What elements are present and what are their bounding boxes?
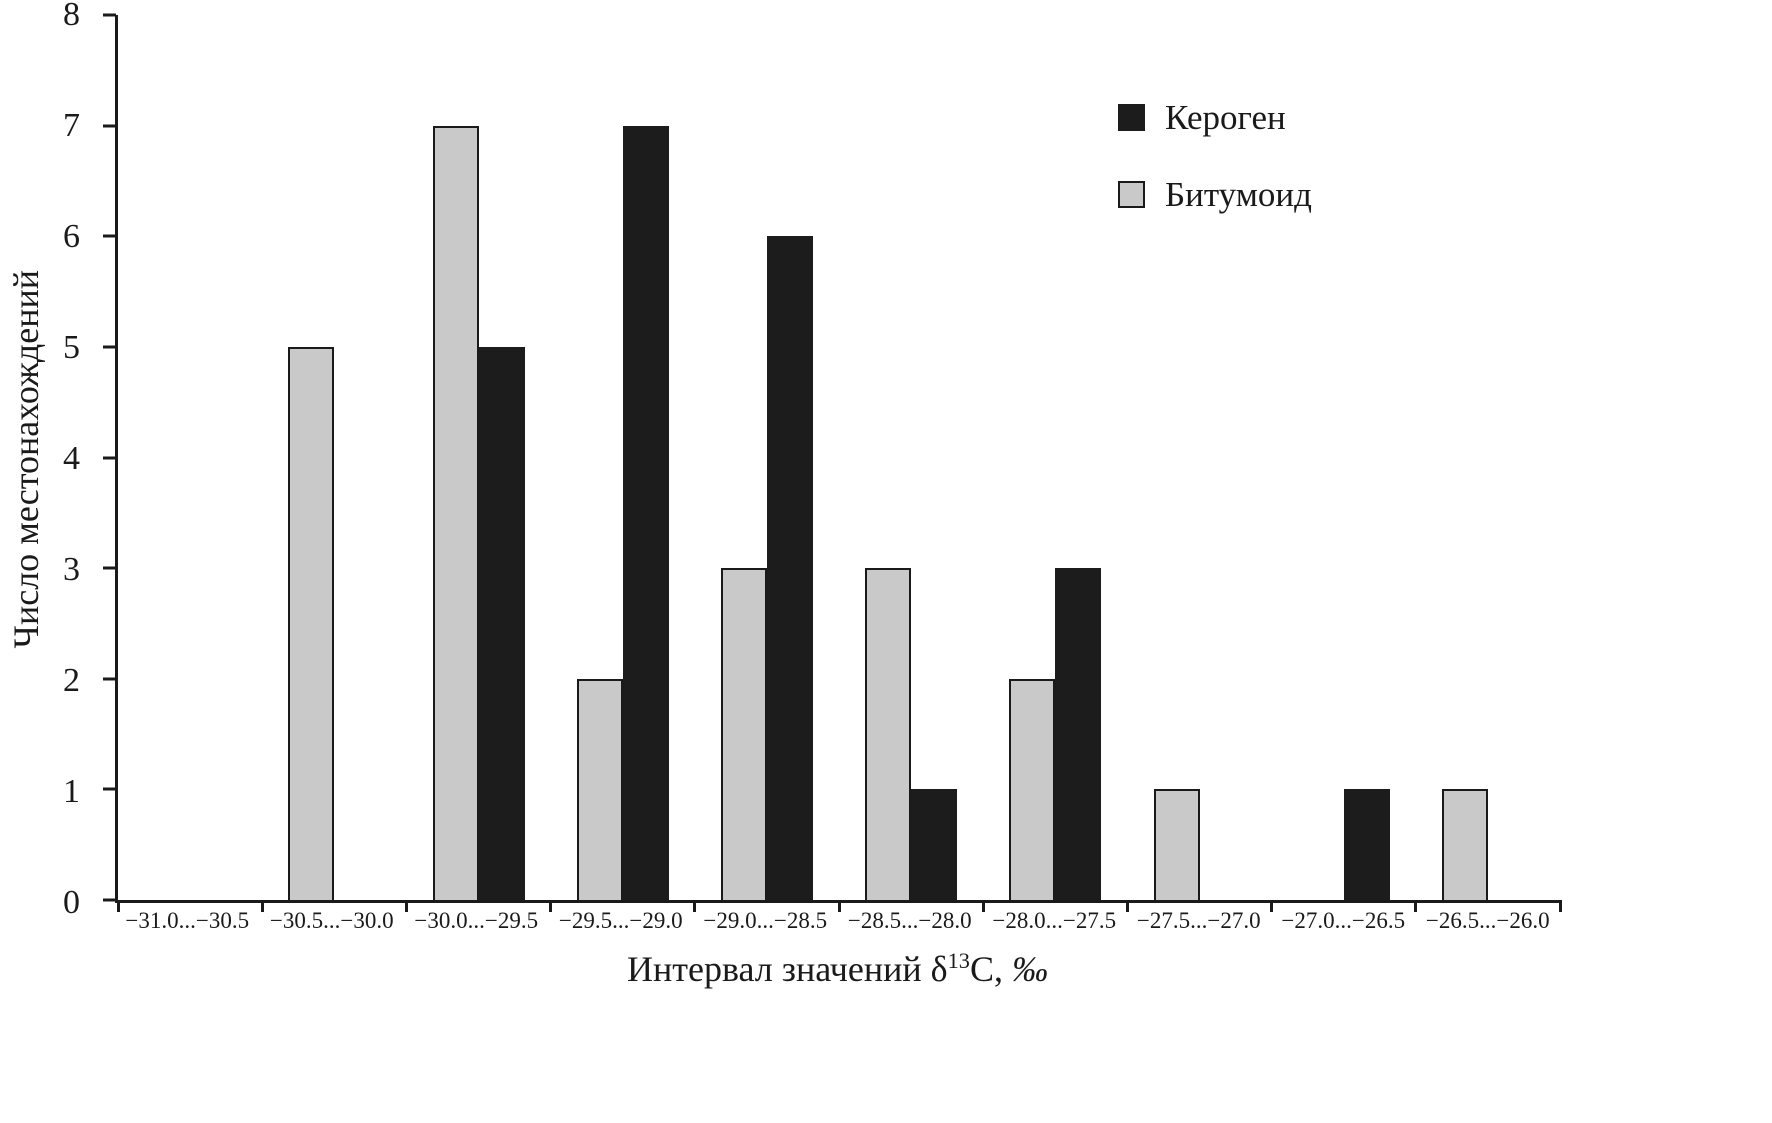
bar-Битумоид-1 bbox=[288, 346, 335, 900]
y-tick-mark bbox=[103, 456, 116, 459]
legend: Кероген Битумоид bbox=[1118, 100, 1312, 212]
bar-group bbox=[983, 15, 1127, 900]
y-tick-mark bbox=[103, 13, 116, 17]
x-tick-mark bbox=[260, 900, 264, 912]
bar-Кероген-5 bbox=[911, 789, 958, 900]
y-axis-tick-labels: 0 1 2 3 4 5 6 7 8 bbox=[0, 0, 105, 920]
legend-item-kerogen: Кероген bbox=[1118, 100, 1312, 135]
x-axis-tick-labels: −31.0...−30.5 −30.5...−30.0 −30.0...−29.5−… bbox=[115, 908, 1560, 934]
y-tick-label: 8 bbox=[63, 0, 80, 33]
y-tick-label: 3 bbox=[63, 551, 80, 588]
y-tick-label: 4 bbox=[63, 440, 80, 477]
y-tick-label: 7 bbox=[63, 107, 80, 144]
y-tick-mark bbox=[103, 124, 116, 128]
bar-Битумоид-9 bbox=[1441, 789, 1488, 900]
bitumoid-swatch-icon bbox=[1118, 181, 1145, 208]
x-tick-mark bbox=[1414, 900, 1418, 912]
bar-group bbox=[1416, 15, 1560, 900]
bar-group bbox=[1127, 15, 1271, 900]
bar-Кероген-8 bbox=[1343, 789, 1390, 900]
bar-group bbox=[262, 15, 406, 900]
bar-Кероген-2 bbox=[478, 346, 525, 900]
bar-Битумоид-5 bbox=[865, 568, 912, 900]
permille-symbol: ‰ bbox=[1011, 949, 1048, 989]
bar-group bbox=[839, 15, 983, 900]
x-tick-label: −30.5...−30.0 bbox=[269, 908, 394, 933]
x-axis-title-c: C, bbox=[969, 949, 1012, 989]
y-tick-label: 5 bbox=[63, 329, 80, 366]
x-tick-mark bbox=[404, 900, 408, 912]
bar-Кероген-4 bbox=[766, 236, 813, 900]
y-tick-label: 0 bbox=[63, 884, 80, 921]
bar-group bbox=[695, 15, 839, 900]
x-tick-label: −30.0...−29.5 bbox=[414, 908, 539, 933]
x-tick-mark bbox=[1270, 900, 1274, 912]
legend-item-bitumoid: Битумоид bbox=[1118, 177, 1312, 212]
x-axis-title: Интервал значений δ13C, ‰ bbox=[115, 948, 1560, 990]
x-axis-title-text: Интервал значений δ bbox=[627, 949, 948, 989]
x-tick-label: −28.0...−27.5 bbox=[992, 908, 1117, 933]
bar-Битумоид-2 bbox=[432, 125, 479, 900]
bar-Битумоид-3 bbox=[576, 678, 623, 900]
bar-group bbox=[1272, 15, 1416, 900]
x-tick-label: −27.0...−26.5 bbox=[1281, 908, 1406, 933]
x-tick-mark bbox=[1125, 900, 1129, 912]
kerogen-swatch-icon bbox=[1118, 104, 1145, 131]
categories bbox=[118, 15, 1560, 900]
bar-group bbox=[118, 15, 262, 900]
plot-area: Кероген Битумоид bbox=[103, 13, 1562, 912]
bar-Битумоид-6 bbox=[1009, 678, 1056, 900]
x-tick-label: −31.0...−30.5 bbox=[125, 908, 250, 933]
x-tick-label: −28.5...−28.0 bbox=[847, 908, 972, 933]
x-tick-label: −27.5...−27.0 bbox=[1136, 908, 1261, 933]
y-tick-mark bbox=[103, 566, 116, 570]
x-tick-label: −29.5...−29.0 bbox=[558, 908, 683, 933]
legend-label-kerogen: Кероген bbox=[1165, 98, 1286, 137]
y-tick-label: 1 bbox=[63, 773, 80, 810]
y-tick-label: 2 bbox=[63, 662, 80, 699]
x-tick-label: −26.5...−26.0 bbox=[1425, 908, 1550, 933]
y-tick-mark bbox=[103, 345, 116, 349]
x-tick-label: −29.0...−28.5 bbox=[703, 908, 828, 933]
y-tick-mark bbox=[103, 787, 116, 791]
bar-Кероген-3 bbox=[622, 125, 669, 900]
bar-Кероген-6 bbox=[1055, 568, 1102, 900]
y-tick-label: 6 bbox=[63, 218, 80, 255]
y-tick-mark bbox=[103, 677, 116, 681]
bar-group bbox=[406, 15, 550, 900]
x-tick-mark bbox=[549, 900, 553, 912]
bar-Битумоид-7 bbox=[1153, 789, 1200, 900]
y-tick-mark bbox=[103, 234, 116, 238]
x-tick-mark bbox=[693, 900, 697, 912]
bar-group bbox=[551, 15, 695, 900]
legend-label-bitumoid: Битумоид bbox=[1165, 175, 1312, 214]
x-tick-mark bbox=[116, 900, 120, 912]
x-axis-title-superscript: 13 bbox=[947, 948, 970, 973]
x-tick-mark bbox=[837, 900, 841, 912]
bar-Битумоид-4 bbox=[720, 568, 767, 900]
x-tick-mark bbox=[1558, 900, 1562, 912]
y-tick-mark bbox=[103, 898, 116, 902]
x-tick-mark bbox=[981, 900, 985, 912]
